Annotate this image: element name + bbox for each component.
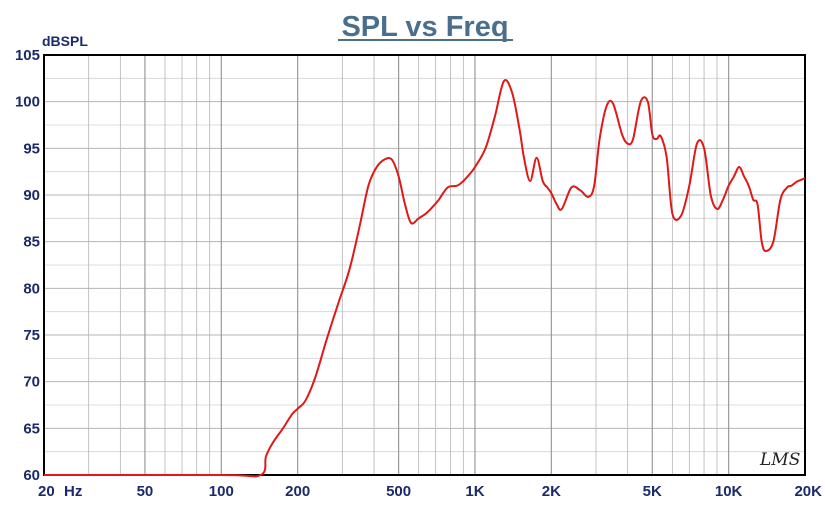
y-tick-label: 105	[15, 47, 40, 64]
spl-response-line	[43, 79, 806, 478]
x-tick-label: 500	[386, 483, 411, 500]
y-axis-label: dBSPL	[42, 33, 88, 49]
x-tick-label: 20K	[794, 483, 822, 500]
x-tick-label: 20	[38, 483, 55, 500]
y-tick-label: 70	[23, 374, 40, 391]
x-tick-label: 2K	[542, 483, 561, 500]
x-unit-label: Hz	[64, 483, 82, 500]
x-tick-label: 100	[209, 483, 234, 500]
x-tick-label: 50	[137, 483, 154, 500]
y-tick-labels: 60 65 70 75 80 85 90 95 100 105	[15, 47, 40, 484]
y-tick-label: 75	[23, 327, 40, 344]
x-tick-label: 5K	[643, 483, 662, 500]
y-tick-label: 80	[23, 280, 40, 297]
chart-title: SPL vs Freq	[341, 11, 508, 43]
y-tick-label: 85	[23, 234, 40, 251]
x-tick-label: 200	[285, 483, 310, 500]
x-tick-label: 1K	[465, 483, 484, 500]
x-tick-labels: 20 50 100 200 500 1K 2K 5K 10K 20K	[38, 483, 822, 500]
grid-lines	[43, 54, 806, 476]
y-tick-label: 100	[15, 94, 40, 111]
plot-frame	[43, 54, 806, 476]
y-tick-label: 60	[23, 467, 40, 484]
y-tick-label: 90	[23, 187, 40, 204]
y-tick-label: 95	[23, 140, 40, 157]
series-layer	[43, 79, 806, 478]
x-tick-label: 10K	[715, 483, 743, 500]
y-tick-label: 65	[23, 420, 40, 437]
lms-watermark: LMS	[759, 450, 800, 470]
